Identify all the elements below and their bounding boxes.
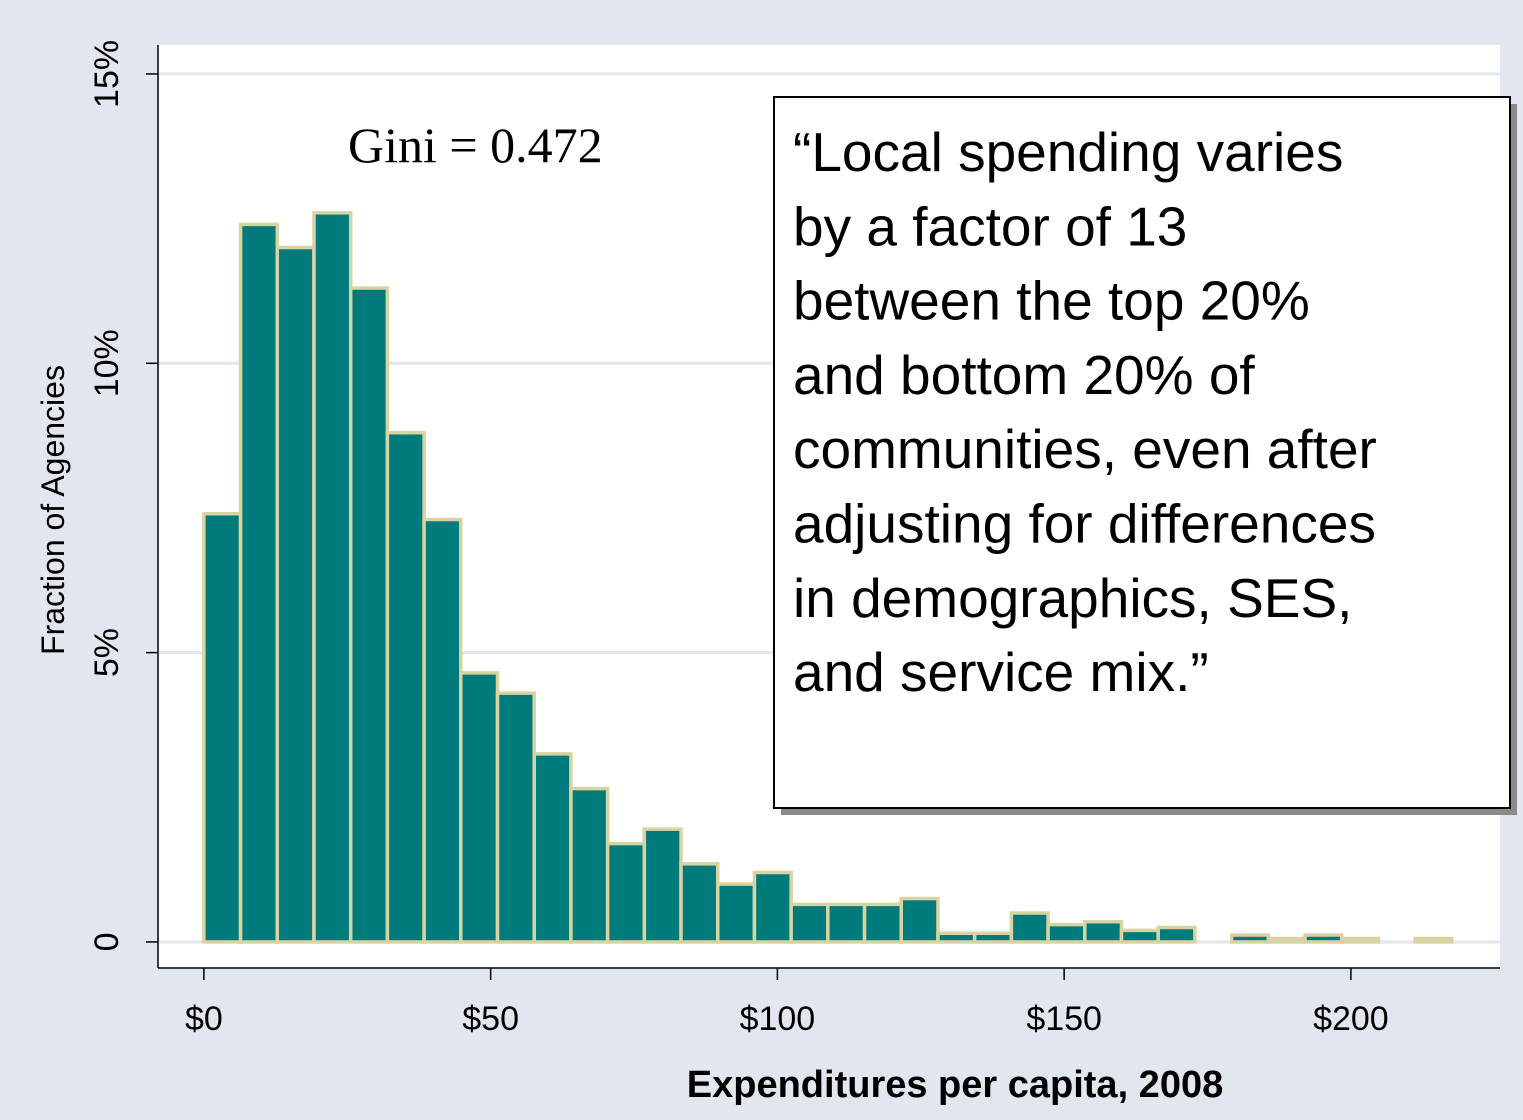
- x-tick-label: $200: [1313, 1000, 1389, 1038]
- histogram-bar: [422, 517, 463, 944]
- histogram-bar: [385, 430, 426, 944]
- histogram-bar: [495, 691, 536, 944]
- x-tick-label: $50: [462, 1000, 519, 1038]
- gini-annotation: Gini = 0.472: [348, 117, 603, 173]
- histogram-bar: [1046, 922, 1087, 944]
- callout-line: communities, even after: [793, 418, 1377, 480]
- histogram-bar: [936, 931, 977, 944]
- histogram-bar: [1413, 936, 1454, 944]
- quote-callout: “Local spending varies by a factor of 13 b…: [773, 96, 1517, 815]
- histogram-bar: [862, 902, 904, 944]
- y-tick-label: 15%: [88, 40, 126, 108]
- x-tick-label: $150: [1026, 1000, 1102, 1038]
- callout-box: [773, 96, 1511, 809]
- callout-line: between the top 20%: [793, 270, 1310, 332]
- histogram-bar: [1266, 936, 1307, 944]
- callout-line: “Local spending varies: [793, 121, 1343, 183]
- histogram-bars: [202, 211, 1454, 944]
- callout-line: and service mix.”: [793, 641, 1209, 703]
- histogram-bar: [899, 896, 940, 944]
- histogram-bar: [459, 671, 500, 944]
- axis-ticks: 0 5% 10% 15% $0 $50 $100 $150 $200: [88, 40, 1389, 1038]
- x-tick-label: $0: [185, 1000, 223, 1038]
- histogram-bar: [642, 827, 683, 944]
- callout-line: by a factor of 13: [793, 195, 1187, 257]
- callout-line: in demographics, SES,: [793, 567, 1352, 629]
- histogram-bar: [1156, 925, 1197, 944]
- histogram-bar: [1083, 919, 1124, 944]
- histogram-bar: [715, 882, 757, 944]
- y-tick-label: 0: [88, 932, 126, 951]
- axes: [157, 45, 1500, 969]
- histogram-bar: [348, 286, 390, 944]
- histogram-bar: [312, 211, 353, 944]
- histogram-bar: [605, 841, 647, 944]
- callout-line: adjusting for differences: [793, 493, 1376, 555]
- histogram-bar: [238, 222, 280, 944]
- callout-text: “Local spending varies by a factor of 13 b…: [793, 121, 1377, 703]
- x-axis-title: Expenditures per capita, 2008: [687, 1064, 1223, 1106]
- histogram-bar: [826, 902, 867, 944]
- y-tick-label: 10%: [88, 329, 126, 397]
- histogram-bar: [275, 245, 316, 944]
- histogram-bar: [1009, 911, 1050, 944]
- histogram-bar: [679, 862, 720, 944]
- histogram-bar: [1303, 933, 1344, 944]
- histogram-bar: [972, 931, 1014, 944]
- histogram-bar: [789, 902, 830, 944]
- y-axis-title: Fraction of Agencies: [35, 365, 71, 655]
- histogram-bar: [569, 786, 610, 944]
- histogram-bar: [1119, 928, 1160, 944]
- y-tick-label: 5%: [88, 628, 126, 677]
- callout-line: and bottom 20% of: [793, 344, 1255, 406]
- histogram-bar: [1339, 936, 1381, 944]
- histogram-bar: [202, 511, 243, 944]
- histogram-bar: [1229, 933, 1271, 944]
- histogram-bar: [532, 752, 573, 944]
- x-tick-label: $100: [740, 1000, 816, 1038]
- histogram-bar: [752, 870, 793, 944]
